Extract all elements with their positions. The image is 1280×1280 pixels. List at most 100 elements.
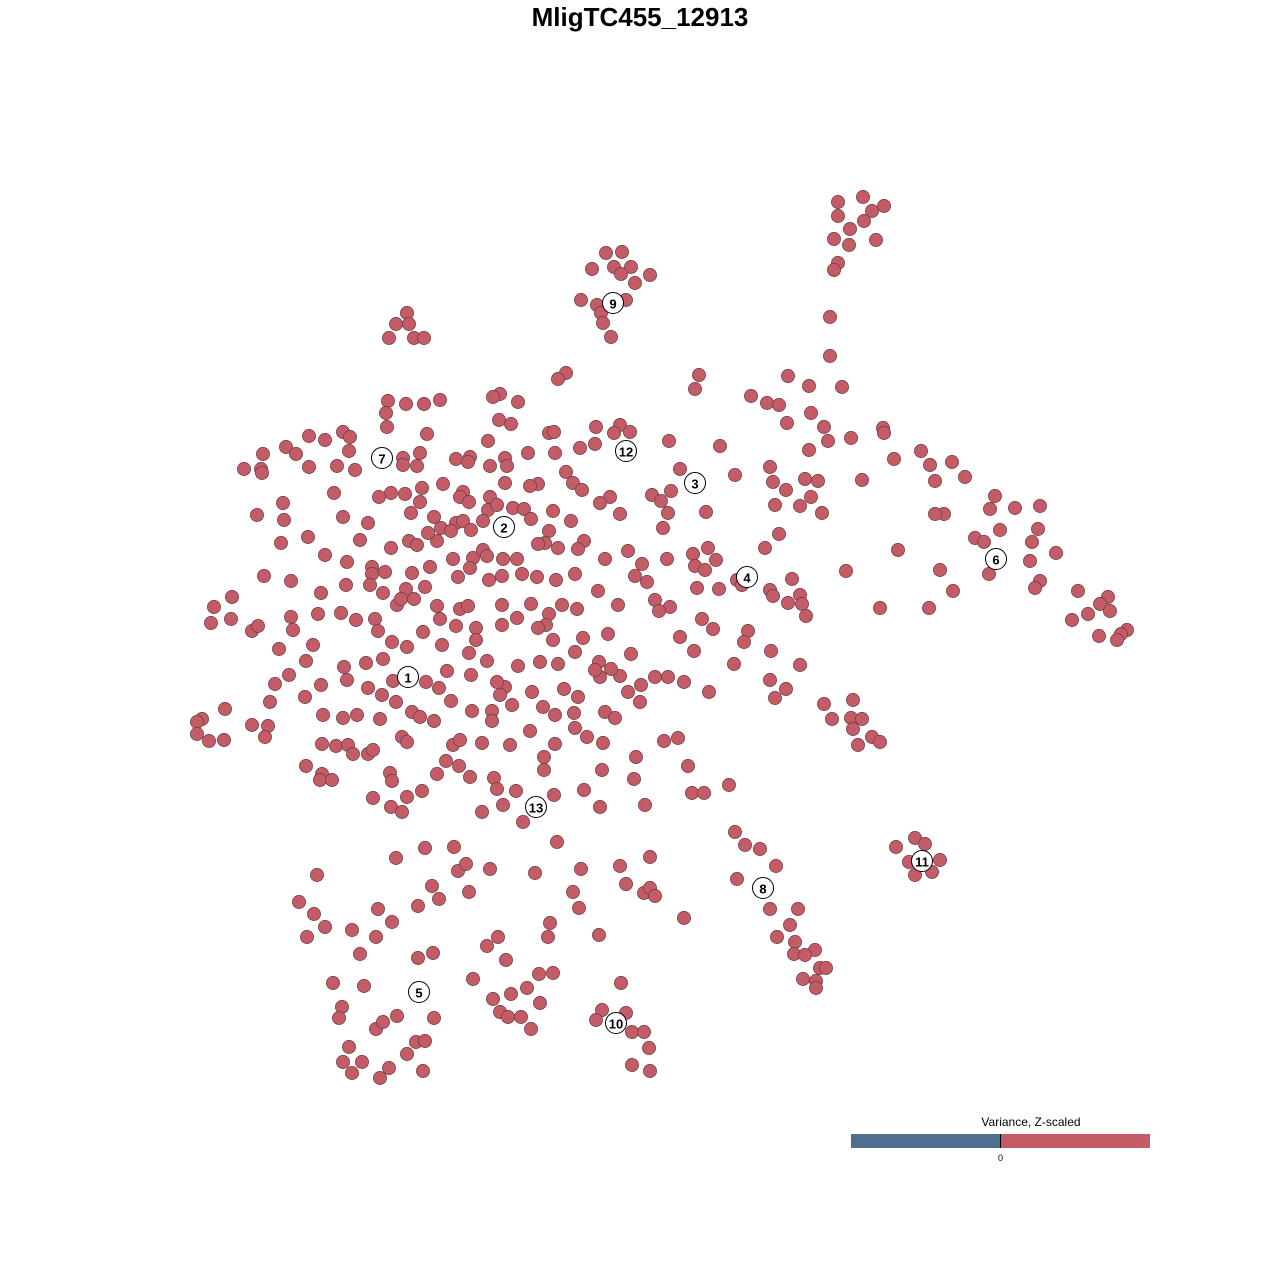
data-point (695, 612, 709, 626)
data-point (315, 737, 329, 751)
data-point (625, 1025, 639, 1039)
data-point (404, 506, 418, 520)
data-point (918, 837, 932, 851)
data-point (511, 395, 525, 409)
data-point (661, 670, 675, 684)
data-point (400, 790, 414, 804)
data-point (524, 597, 538, 611)
data-point (793, 499, 807, 513)
data-point (475, 736, 489, 750)
data-point (654, 494, 668, 508)
data-point (385, 635, 399, 649)
data-point (802, 379, 816, 393)
data-point (819, 961, 833, 975)
data-point (946, 584, 960, 598)
data-point (515, 567, 529, 581)
data-point (469, 633, 483, 647)
data-point (567, 706, 581, 720)
cluster-label: 13 (525, 796, 547, 818)
data-point (503, 738, 517, 752)
cluster-label: 10 (605, 1012, 627, 1034)
data-point (504, 987, 518, 1001)
legend-title: Variance, Z-scaled (981, 1115, 1081, 1129)
data-point (491, 930, 505, 944)
data-point (446, 552, 460, 566)
data-point (758, 541, 772, 555)
data-point (375, 688, 389, 702)
data-point (564, 514, 578, 528)
data-point (657, 734, 671, 748)
data-point (523, 479, 537, 493)
data-point (415, 481, 429, 495)
data-point (427, 714, 441, 728)
data-point (274, 536, 288, 550)
data-point (643, 850, 657, 864)
data-point (571, 542, 585, 556)
data-point (380, 420, 394, 434)
data-point (376, 586, 390, 600)
data-point (366, 791, 380, 805)
cluster-label-circle (408, 981, 430, 1003)
data-point (520, 981, 534, 995)
data-point (988, 489, 1002, 503)
cluster-label-text: 13 (529, 801, 543, 816)
data-point (476, 514, 490, 528)
data-point (698, 563, 712, 577)
data-point (258, 730, 272, 744)
data-point (763, 902, 777, 916)
data-point (361, 681, 375, 695)
data-point (289, 447, 303, 461)
data-point (629, 750, 643, 764)
data-point (604, 330, 618, 344)
data-point (1110, 633, 1124, 647)
data-point (310, 868, 324, 882)
data-point (355, 1055, 369, 1069)
data-point (1092, 629, 1106, 643)
data-point (780, 416, 794, 430)
data-point (831, 209, 845, 223)
data-point (575, 483, 589, 497)
data-point (766, 475, 780, 489)
data-point (577, 783, 591, 797)
data-point (593, 496, 607, 510)
data-point (857, 214, 871, 228)
data-point (873, 601, 887, 615)
data-point (785, 572, 799, 586)
data-point (574, 293, 588, 307)
data-point (418, 1034, 432, 1048)
data-point (637, 1025, 651, 1039)
data-point (327, 486, 341, 500)
data-point (843, 222, 857, 236)
data-point (541, 930, 555, 944)
data-point (1031, 522, 1045, 536)
data-point (831, 195, 845, 209)
data-point (842, 238, 856, 252)
data-point (469, 621, 483, 635)
points-layer (190, 190, 1134, 1085)
data-point (596, 736, 610, 750)
cluster-label: 3 (684, 472, 706, 494)
data-point (276, 496, 290, 510)
data-point (359, 656, 373, 670)
data-point (933, 563, 947, 577)
data-point (399, 397, 413, 411)
data-point (504, 417, 518, 431)
data-point (349, 613, 363, 627)
data-point (413, 446, 427, 460)
data-point (447, 840, 461, 854)
data-point (524, 512, 538, 526)
data-point (744, 389, 758, 403)
data-point (509, 784, 523, 798)
cluster-label-circle (911, 850, 933, 872)
data-point (418, 580, 432, 594)
data-point (257, 569, 271, 583)
data-point (495, 618, 509, 632)
cluster-label: 2 (493, 516, 515, 538)
data-point (595, 763, 609, 777)
cluster-label: 8 (752, 877, 774, 899)
data-point (568, 567, 582, 581)
data-point (495, 569, 509, 583)
data-point (343, 430, 357, 444)
data-point (306, 638, 320, 652)
